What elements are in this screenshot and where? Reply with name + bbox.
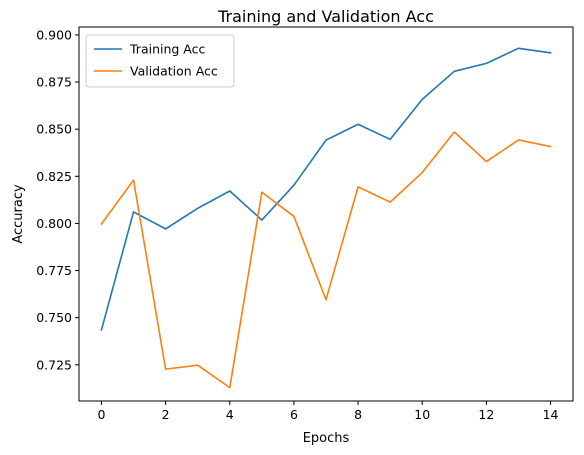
legend-label: Validation Acc — [130, 64, 218, 79]
y-tick-label: 0.900 — [36, 27, 72, 42]
y-tick-label: 0.825 — [36, 169, 72, 184]
y-tick-label: 0.850 — [36, 122, 72, 137]
plot-area: 0 2 4 6 8 10 12 14 0.725 0.750 0.775 0.800 0.825 0.85… — [36, 26, 574, 422]
series-line-validation-acc — [100, 131, 552, 389]
x-tick-label: 12 — [478, 407, 494, 422]
x-tick-label: 14 — [543, 407, 559, 422]
x-tick-label: 0 — [97, 407, 105, 422]
x-tick-label: 4 — [226, 407, 234, 422]
y-tick-label: 0.725 — [36, 357, 72, 372]
legend: Training Acc Validation Acc — [85, 34, 235, 88]
legend-label: Training Acc — [129, 42, 205, 57]
x-tick-label: 2 — [162, 407, 170, 422]
y-tick-label: 0.750 — [36, 310, 72, 325]
x-tick-label: 6 — [290, 407, 298, 422]
y-tick-label: 0.800 — [36, 216, 72, 231]
plot-frame — [78, 26, 574, 402]
x-tick-label: 10 — [414, 407, 430, 422]
chart-title: Training and Validation Acc — [217, 7, 434, 26]
y-tick-label: 0.775 — [36, 263, 72, 278]
x-tick-label: 8 — [354, 407, 362, 422]
y-tick-label: 0.875 — [36, 75, 72, 90]
legend-box — [85, 34, 235, 88]
series-line-training-acc — [100, 47, 552, 331]
y-axis-label: Accuracy — [11, 184, 26, 244]
x-axis-label: Epochs — [303, 431, 350, 446]
